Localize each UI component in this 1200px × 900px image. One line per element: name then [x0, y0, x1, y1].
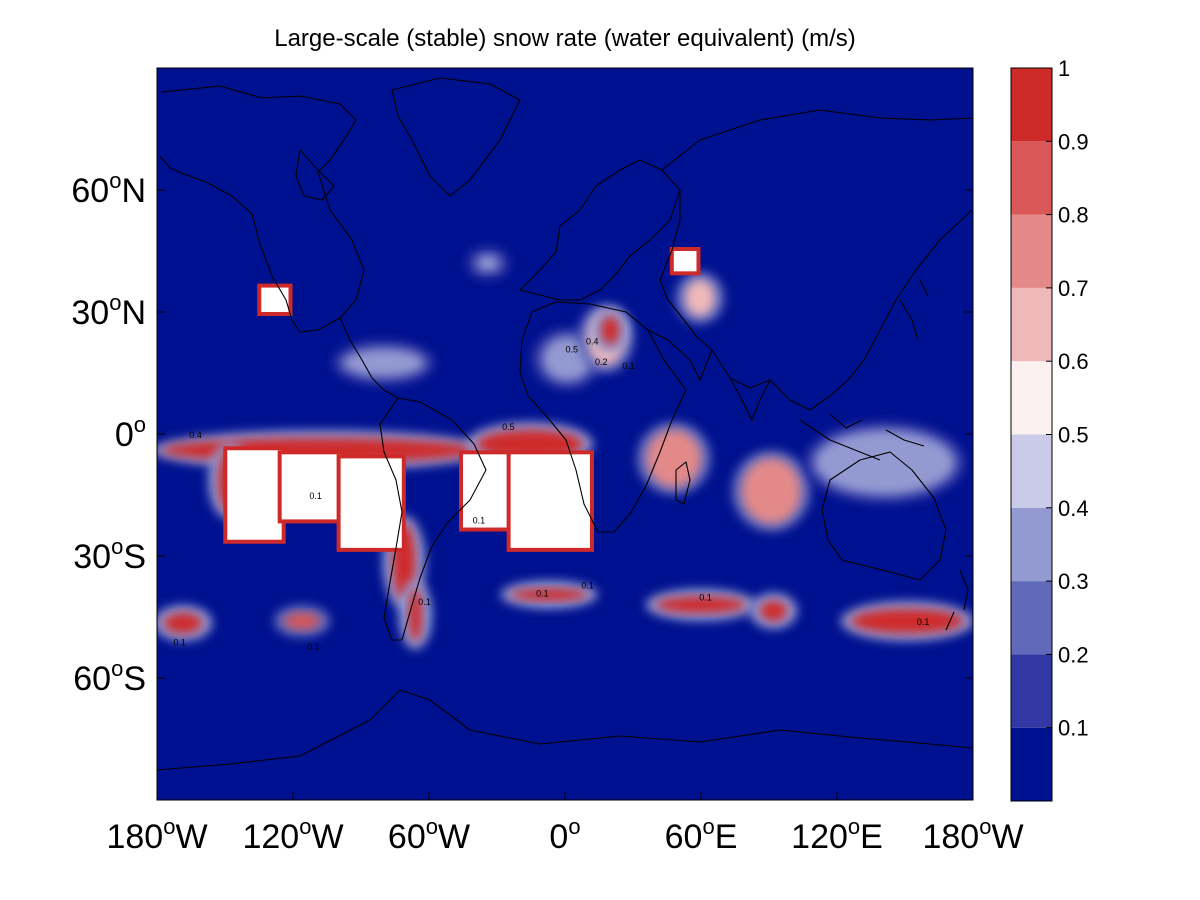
contour-label-12: 0.1 [418, 597, 431, 607]
coastline-indonesia [799, 413, 925, 461]
x-tick-label-3: 0o [549, 814, 580, 856]
colorbar-cells [1011, 68, 1052, 801]
field-band-22 [283, 612, 321, 630]
field-band-15 [646, 429, 701, 487]
missing-region-6 [673, 251, 697, 272]
coastline-japan [899, 279, 929, 341]
missing-region-5 [261, 287, 289, 312]
contour-label-11: 0.1 [307, 642, 320, 652]
colorbar-tick-label-9: 1 [1058, 56, 1070, 81]
coastline-europe [519, 159, 681, 301]
coastlines [157, 77, 973, 771]
coastline-africa [519, 301, 687, 533]
field-band-16 [741, 458, 801, 524]
contour-label-13: 0.1 [536, 589, 549, 599]
y-tick-label-4: 60oS [73, 656, 146, 698]
colorbar-tick-label-1: 0.2 [1058, 642, 1089, 667]
x-tick-label-2: 60oW [388, 814, 470, 856]
field-band-24 [342, 348, 425, 378]
missing-data-regions [223, 247, 701, 552]
coastline-arabia-india [647, 329, 771, 421]
colorbar: 0.1 0.2 0.3 0.4 0.5 0.6 0.7 0.8 0.9 1 [1010, 56, 1089, 802]
chart-title: Large-scale (stable) snow rate (water eq… [274, 25, 856, 52]
field-band-23 [850, 608, 964, 634]
colorbar-cell-1 [1011, 654, 1052, 728]
colorbar-cell-0 [1011, 727, 1052, 801]
field-band-25 [476, 255, 500, 272]
colorbar-tick-label-7: 0.8 [1058, 203, 1089, 228]
y-tick-label-3: 30oS [73, 534, 146, 576]
coastline-hudson-bay [295, 149, 335, 201]
coastline-south-america [379, 397, 487, 641]
contour-label-0: 0.5 [566, 345, 579, 355]
field-band-18 [510, 588, 588, 601]
x-tick-label-1: 120oW [242, 814, 343, 856]
colorbar-tick-label-0: 0.1 [1058, 716, 1089, 741]
y-tick-label-1: 30oN [71, 290, 146, 332]
colorbar-cell-5 [1011, 361, 1052, 435]
x-tick-label-5: 120oE [791, 814, 883, 856]
field-band-19 [655, 596, 747, 613]
map-tick-marks [156, 189, 974, 800]
colorbar-tick-label-5: 0.6 [1058, 349, 1089, 374]
colorbar-tick-label-3: 0.4 [1058, 496, 1089, 521]
y-tick-label-2: 0o [115, 412, 146, 454]
coastline-north-america [159, 85, 365, 333]
colorbar-cell-3 [1011, 507, 1052, 582]
contour-label-6: 0.4 [189, 430, 202, 440]
contour-label-8: 0.1 [581, 581, 594, 591]
colorbar-tick-label-6: 0.7 [1058, 276, 1089, 301]
x-tick-label-0: 180oW [106, 814, 207, 856]
coastline-new-zealand [945, 569, 969, 631]
colorbar-cell-8 [1011, 141, 1052, 215]
field-band-14 [601, 316, 620, 345]
missing-region-1 [281, 454, 341, 520]
contour-label-10: 0.1 [173, 637, 186, 647]
colorbar-cell-6 [1011, 287, 1052, 362]
field-band-11 [408, 588, 423, 642]
coastline-antarctica [157, 689, 973, 771]
field-band-17 [814, 429, 955, 495]
contour-label-1: 0.4 [586, 337, 599, 347]
contour-labels: 0.5 0.4 0.2 0.1 0.1 0.1 0.4 0.5 0.1 0.1 0.1 0.1 0.1 0… [173, 337, 929, 652]
colorbar-tick-label-4: 0.5 [1058, 423, 1089, 448]
contour-label-2: 0.2 [595, 357, 608, 367]
colorbar-cell-9 [1011, 68, 1052, 142]
y-axis-latitude: 60oN 30oN 0o 30oS 60oS [71, 168, 146, 698]
colorbar-tick-label-8: 0.9 [1058, 129, 1089, 154]
contour-label-4: 0.1 [473, 515, 486, 525]
x-axis-longitude: 180oW 120oW 60oW 0o 60oE 120oE 180oW [106, 814, 1023, 856]
colorbar-ticks: 0.1 0.2 0.3 0.4 0.5 0.6 0.7 0.8 0.9 1 [1046, 56, 1089, 741]
contour-label-7: 0.5 [502, 422, 515, 432]
map-plot-area: 0.5 0.4 0.2 0.1 0.1 0.1 0.4 0.5 0.1 0.1 0.1 0.1 0.1 0… [156, 67, 974, 801]
x-tick-label-4: 60oE [665, 814, 738, 856]
field-band-20 [759, 600, 788, 622]
y-tick-label-0: 60oN [71, 168, 146, 210]
colorbar-cell-2 [1011, 581, 1052, 655]
coastline-greenland [391, 77, 521, 197]
coastline-madagascar [675, 461, 691, 505]
coastline-central-america [339, 317, 399, 399]
missing-region-2 [340, 458, 402, 548]
missing-region-3 [463, 454, 511, 528]
contour-label-9: 0.1 [699, 593, 712, 603]
field-band-21 [163, 612, 203, 634]
colorbar-tick-label-2: 0.3 [1058, 569, 1089, 594]
missing-region-0 [227, 450, 282, 540]
coastline-australia [821, 451, 947, 581]
x-tick-label-6: 180oW [922, 814, 1023, 856]
field-band-26 [685, 279, 715, 317]
missing-region-4 [510, 454, 590, 548]
contour-label-14: 0.1 [917, 617, 930, 627]
contour-label-5: 0.1 [309, 491, 322, 501]
colorbar-cell-4 [1011, 434, 1052, 508]
contour-label-3: 0.1 [622, 361, 635, 371]
colorbar-cell-7 [1011, 214, 1052, 288]
